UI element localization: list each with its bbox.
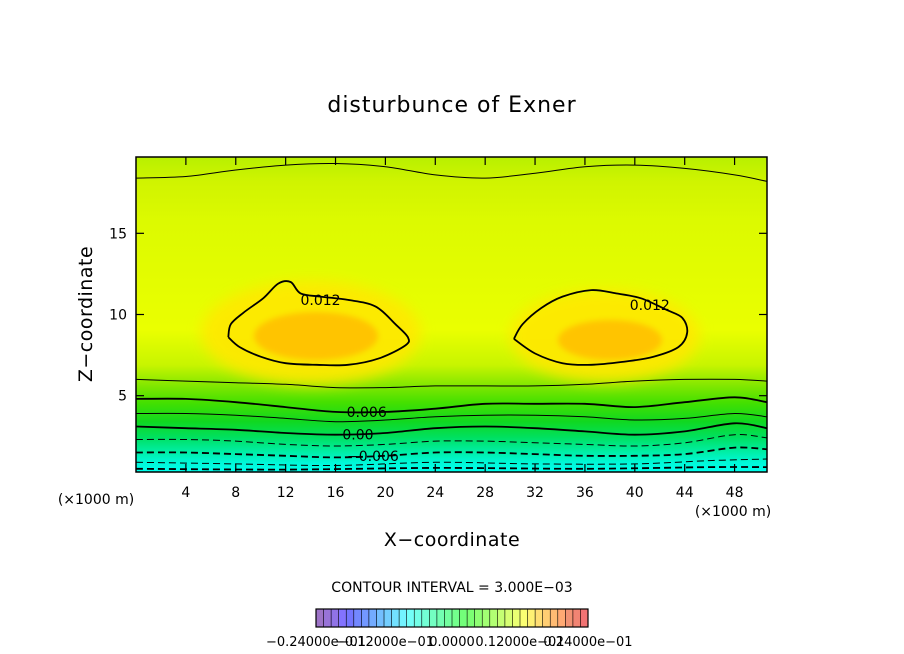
x-tick-label: 4 xyxy=(181,485,190,501)
colorbar-bin xyxy=(361,609,370,627)
contour-interval-text: CONTOUR INTERVAL = 3.000E−03 xyxy=(331,580,572,596)
colorbar-bin xyxy=(444,609,453,627)
y-axis-label: Z−coordinate xyxy=(75,246,97,382)
colorbar-tick-label: −0.12000e−01 xyxy=(334,635,434,650)
y-tick-label: 5 xyxy=(118,389,127,405)
contour-line xyxy=(136,434,767,447)
colorbar-tick-label: −0.24000e−01 xyxy=(266,635,366,650)
colorbar-bin xyxy=(429,609,438,627)
x-unit-right: (×1000 m) xyxy=(695,504,771,520)
colorbar-bin xyxy=(527,609,536,627)
colorbar-tick-label: 0.12000e−01 xyxy=(475,635,564,650)
contour-line xyxy=(136,446,767,459)
x-tick-label: 20 xyxy=(376,485,394,501)
y-tick-label: 15 xyxy=(109,226,127,242)
colorbar-bin xyxy=(580,609,589,627)
contour-line xyxy=(136,162,767,182)
colorbar-bin xyxy=(316,609,324,627)
core-max-right xyxy=(558,320,662,360)
colorbar-bin xyxy=(406,609,415,627)
colorbar-bin xyxy=(452,609,460,627)
colorbar-bin xyxy=(489,609,498,627)
colorbar-bin xyxy=(346,609,355,627)
plot-area: 0.012 0.012 0.006 0.00 −0.006 xyxy=(135,156,768,473)
colorbar-bin xyxy=(384,609,392,627)
y-tick-labels: 5 10 15 xyxy=(109,226,127,404)
contour-label: 0.00 xyxy=(342,428,373,444)
colorbar-bin xyxy=(542,609,551,627)
colorbar-bin xyxy=(459,609,468,627)
colorbar-bin xyxy=(474,609,483,627)
colorbar-bin xyxy=(353,609,362,627)
colorbar-bin xyxy=(535,609,543,627)
colorbar-bin xyxy=(497,609,506,627)
contour-label: 0.012 xyxy=(630,298,670,314)
colorbar-bin xyxy=(323,609,332,627)
colorbar-bin xyxy=(399,609,407,627)
colorbar-bin xyxy=(572,609,581,627)
colorbar-bin xyxy=(520,609,528,627)
x-tick-label: 16 xyxy=(327,485,345,501)
colorbar-bin xyxy=(414,609,423,627)
colorbar-bin xyxy=(467,609,475,627)
colorbar-bin xyxy=(512,609,521,627)
contour-line xyxy=(136,422,767,436)
contour-label: 0.006 xyxy=(347,405,387,421)
x-tick-label: 28 xyxy=(476,485,494,501)
x-tick-label: 44 xyxy=(676,485,694,501)
colorbar-tick-label: 0.24000e−01 xyxy=(543,635,632,650)
colorbar-bin xyxy=(391,609,400,627)
colorbar-bin xyxy=(331,609,339,627)
colorbar-tick-label: 0.0000 xyxy=(429,635,475,650)
contour-line xyxy=(136,412,767,423)
colorbar-bin xyxy=(368,609,377,627)
x-tick-label: 8 xyxy=(231,485,240,501)
core-max-left xyxy=(254,312,378,360)
colorbar-bin xyxy=(376,609,385,627)
x-tick-label: 24 xyxy=(426,485,444,501)
x-tick-label: 48 xyxy=(726,485,744,501)
axis-ticks xyxy=(136,157,767,472)
contour-lines xyxy=(136,162,767,471)
contour-label: −0.006 xyxy=(347,449,399,465)
y-tick-label: 10 xyxy=(109,308,127,324)
x-tick-label: 32 xyxy=(526,485,544,501)
colorbar-bin xyxy=(338,609,347,627)
chart-title: disturbunce of Exner xyxy=(327,93,576,118)
core-highlights xyxy=(201,281,700,385)
x-axis-label: X−coordinate xyxy=(384,529,520,551)
colorbar-bin xyxy=(421,609,430,627)
contour-line xyxy=(136,396,767,414)
colorbar xyxy=(315,608,589,628)
x-unit-left: (×1000 m) xyxy=(58,492,134,508)
contour-labels: 0.012 0.012 0.006 0.00 −0.006 xyxy=(301,293,670,465)
contour-line xyxy=(227,280,410,367)
colorbar-labels: −0.24000e−01−0.12000e−010.0000 0.12000e−0… xyxy=(266,635,633,650)
x-tick-label: 40 xyxy=(626,485,644,501)
x-tick-label: 36 xyxy=(576,485,594,501)
colorbar-bin xyxy=(557,609,566,627)
colorbar-bin xyxy=(504,609,513,627)
colorbar-bin xyxy=(550,609,559,627)
x-tick-label: 12 xyxy=(277,485,295,501)
colorbar-frame xyxy=(315,608,589,628)
colorbar-bin xyxy=(436,609,445,627)
colorbar-bin xyxy=(565,609,574,627)
contour-line xyxy=(136,458,767,467)
contour-line xyxy=(136,378,767,389)
x-tick-labels: 4 8 12 16 20 24 28 32 36 40 44 48 xyxy=(181,485,743,501)
contour-label: 0.012 xyxy=(301,293,341,309)
colorbar-bin xyxy=(482,609,491,627)
contour-line xyxy=(513,289,689,366)
